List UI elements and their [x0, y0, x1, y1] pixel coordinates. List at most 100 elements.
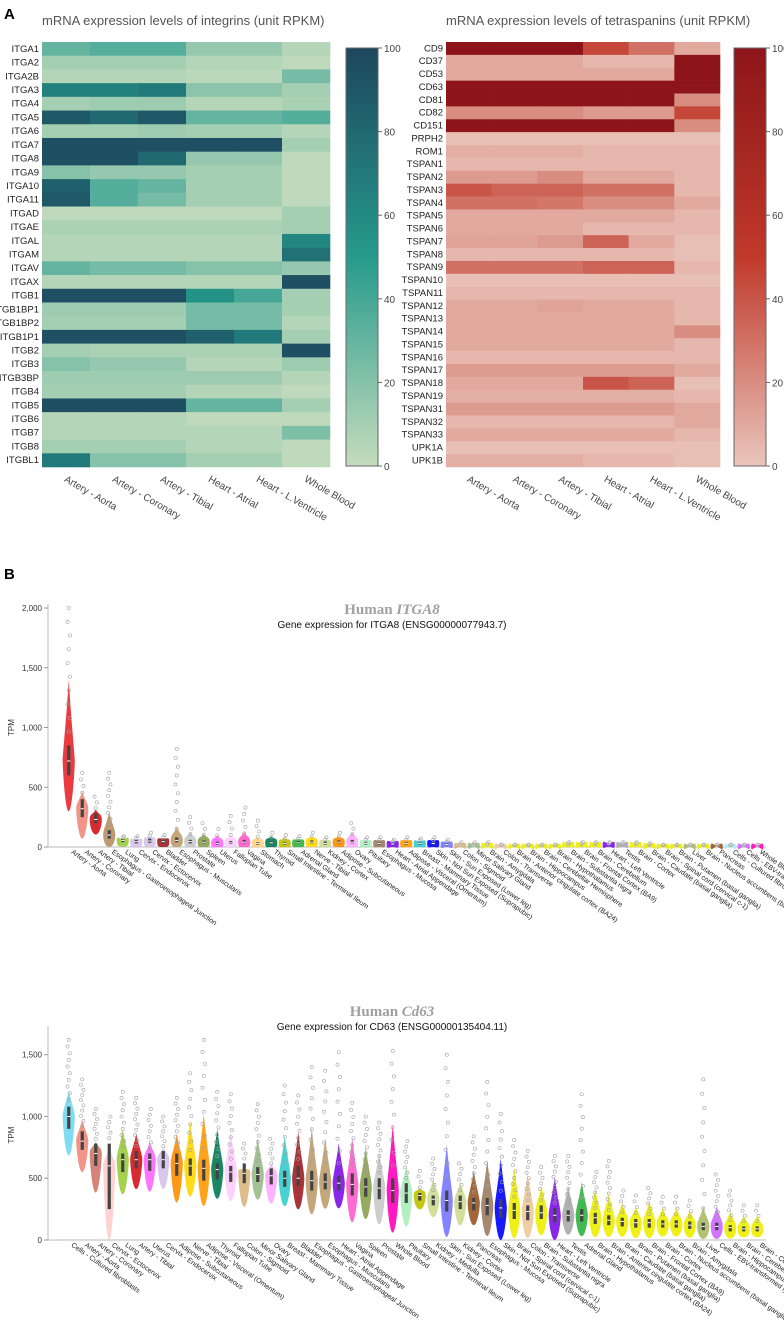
- outlier-point: [243, 805, 248, 810]
- outlier-point: [566, 1203, 571, 1207]
- heatmap-cell: [186, 151, 235, 166]
- heatmap-cell: [537, 106, 584, 120]
- violin-box: [499, 1199, 503, 1218]
- outlier-point: [419, 1180, 423, 1184]
- heatmap-cell: [282, 288, 331, 303]
- outlier-point: [459, 1182, 464, 1187]
- outlier-point: [133, 1117, 137, 1122]
- outlier-point: [173, 1118, 178, 1123]
- violin-subtitle-2: Gene expression for ITGA8 (ENSG000000779…: [277, 620, 506, 631]
- outlier-point: [188, 1071, 193, 1076]
- outlier-point: [203, 1097, 207, 1102]
- outlier-point: [295, 1121, 299, 1126]
- heatmap-cell: [446, 42, 492, 56]
- heatmap-cell: [537, 402, 584, 416]
- outlier-point: [513, 842, 518, 847]
- outlier-point: [242, 1156, 247, 1161]
- heatmap-cell: [90, 220, 139, 235]
- heatmap-row-label: TSPAN16: [401, 352, 443, 363]
- outlier-point: [416, 1174, 421, 1179]
- violin-box: [539, 1205, 543, 1219]
- heatmap-cell: [628, 54, 675, 69]
- outlier-point: [486, 840, 491, 845]
- outlier-point: [324, 1150, 329, 1155]
- outlier-point: [567, 1181, 572, 1186]
- outlier-point: [444, 1134, 449, 1139]
- violin-shape: [697, 1206, 710, 1240]
- outlier-point: [120, 835, 125, 840]
- outlier-point: [281, 1092, 286, 1097]
- heatmap-cell: [537, 415, 584, 429]
- outlier-point: [336, 1050, 341, 1055]
- outlier-point: [187, 1079, 191, 1084]
- heatmap-cell: [446, 428, 492, 442]
- heatmap-cell: [90, 371, 139, 386]
- outlier-point: [335, 1136, 340, 1141]
- outlier-point: [525, 1149, 530, 1153]
- outlier-point: [484, 1126, 488, 1131]
- heatmap-cell: [674, 402, 721, 416]
- outlier-point: [524, 1154, 529, 1159]
- outlier-point: [689, 1209, 693, 1213]
- outlier-point: [363, 1133, 368, 1137]
- outlier-point: [687, 1214, 692, 1219]
- heatmap-cell: [90, 275, 139, 290]
- heatmap-cell: [491, 248, 538, 262]
- heatmap-cell: [628, 80, 675, 94]
- heatmap-cell: [674, 42, 721, 56]
- outlier-point: [554, 1195, 558, 1200]
- heatmap-cell: [42, 192, 91, 207]
- heatmap-cell: [42, 206, 91, 221]
- outlier-point: [107, 788, 112, 793]
- heatmap-cell: [234, 124, 283, 139]
- outlier-point: [525, 1165, 530, 1170]
- heatmap-cell: [234, 371, 283, 386]
- violin-box: [80, 1131, 84, 1150]
- outlier-point: [484, 1161, 488, 1166]
- heatmap-cell: [446, 415, 492, 429]
- y-tick-label: 1,000: [22, 1112, 43, 1121]
- heatmap-cell: [583, 67, 629, 81]
- outlier-point: [216, 827, 221, 831]
- heatmap-cell: [628, 157, 675, 172]
- heatmap-cell: [234, 42, 283, 57]
- outlier-point: [322, 1140, 326, 1145]
- heatmap-cell: [674, 106, 721, 120]
- outlier-point: [269, 1161, 274, 1166]
- outlier-point: [254, 1127, 259, 1132]
- outlier-point: [392, 837, 396, 842]
- heatmap-row-label: CD63: [419, 82, 443, 93]
- outlier-point: [228, 1092, 233, 1097]
- outlier-point: [457, 1177, 461, 1182]
- outlier-point: [93, 1107, 98, 1111]
- outlier-point: [498, 1163, 503, 1168]
- outlier-point: [308, 1075, 313, 1080]
- outlier-point: [716, 1177, 720, 1182]
- heatmap-cell: [674, 299, 721, 313]
- outlier-point: [349, 1150, 353, 1155]
- outlier-point: [432, 1183, 437, 1187]
- colorbar-tick-label: 40: [772, 295, 784, 306]
- heatmap-cell: [674, 273, 721, 287]
- outlier-point: [497, 1146, 502, 1150]
- heatmap-cell: [491, 80, 538, 94]
- violin-box: [458, 1195, 462, 1210]
- outlier-point: [566, 1154, 571, 1158]
- heatmap-cell: [674, 183, 721, 197]
- outlier-point: [756, 1214, 761, 1218]
- outlier-point: [567, 840, 572, 845]
- outlier-point: [363, 1114, 368, 1119]
- outlier-point: [647, 1196, 652, 1201]
- outlier-point: [443, 1066, 448, 1071]
- outlier-point: [122, 834, 126, 839]
- outlier-point: [174, 747, 179, 751]
- outlier-point: [362, 1157, 367, 1162]
- outlier-point: [605, 1164, 610, 1169]
- heatmap-cell: [537, 312, 584, 326]
- outlier-point: [189, 1139, 194, 1144]
- outlier-point: [134, 1111, 139, 1116]
- heatmap-row-label: CD81: [419, 95, 443, 106]
- outlier-point: [539, 1198, 544, 1202]
- outlier-point: [716, 1210, 720, 1214]
- heatmap-cell: [446, 54, 492, 69]
